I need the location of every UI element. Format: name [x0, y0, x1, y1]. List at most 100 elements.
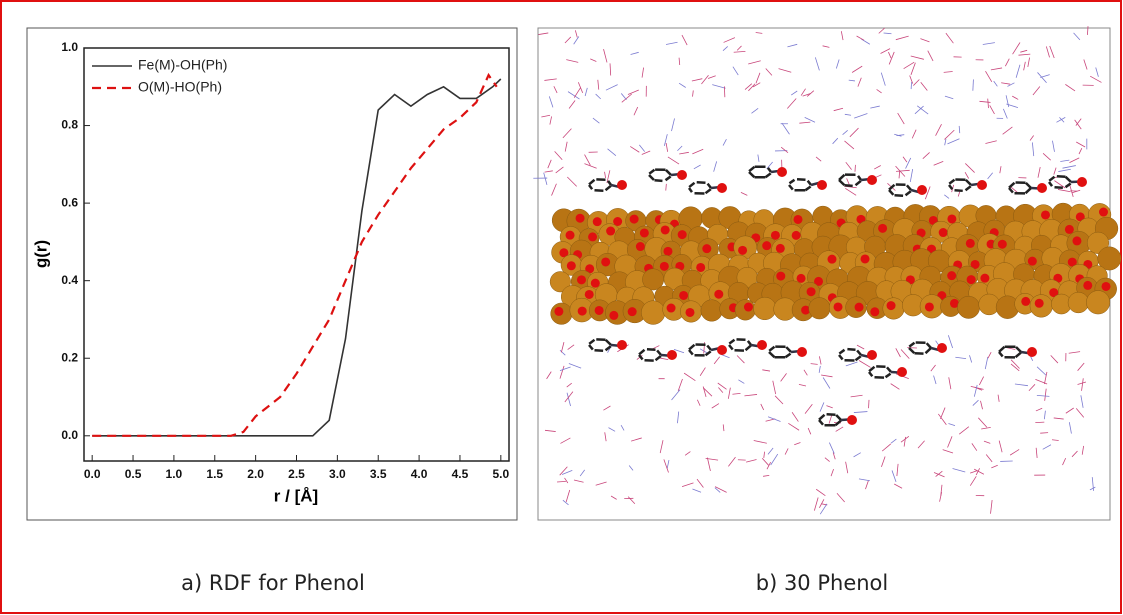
phenol-bond	[696, 181, 706, 185]
x-tick-label: 3.0	[329, 467, 346, 481]
water	[900, 349, 910, 359]
water	[1075, 118, 1082, 126]
water	[952, 468, 966, 473]
iron-atom	[808, 297, 831, 320]
water	[975, 468, 980, 476]
water	[938, 413, 947, 425]
water	[1014, 383, 1029, 387]
oxygen-atom	[565, 230, 575, 240]
iron-atom	[641, 300, 666, 325]
water	[979, 376, 985, 386]
iron-atom	[1067, 291, 1089, 314]
x-tick-label: 2.0	[247, 467, 264, 481]
phenol-bond	[728, 338, 736, 345]
water	[659, 440, 664, 454]
water	[828, 442, 835, 454]
water	[917, 440, 925, 449]
water	[663, 459, 669, 473]
water	[787, 43, 798, 48]
water	[1077, 381, 1087, 385]
water	[554, 151, 563, 161]
phenol-bond	[588, 338, 596, 345]
phenol-bond	[648, 174, 655, 181]
water	[1007, 82, 1015, 87]
water	[1081, 445, 1085, 455]
water	[856, 344, 865, 350]
oxygen-atom	[878, 223, 888, 233]
water	[909, 75, 914, 84]
water	[978, 417, 988, 428]
oxygen-atom	[609, 310, 619, 320]
oxygen-atom	[594, 305, 604, 315]
phenol-bond	[838, 354, 844, 361]
phenol-bond	[587, 184, 594, 190]
phenol-bond	[925, 342, 932, 349]
water	[551, 183, 557, 196]
water	[603, 405, 611, 411]
water	[990, 499, 993, 514]
water	[1053, 417, 1064, 420]
water	[844, 140, 855, 150]
water	[836, 492, 845, 503]
water	[722, 424, 725, 432]
water	[738, 379, 745, 384]
water	[1054, 180, 1066, 189]
oxygen-atom	[588, 232, 598, 242]
water	[973, 468, 985, 475]
water	[1035, 421, 1045, 424]
oxygen-atom	[796, 273, 806, 283]
iron-atom	[549, 271, 571, 293]
water	[1043, 410, 1046, 420]
water	[705, 457, 719, 461]
x-tick-label: 1.5	[206, 467, 223, 481]
water	[835, 59, 840, 69]
phenol-bond	[796, 177, 806, 182]
water	[876, 89, 882, 94]
water	[902, 156, 908, 163]
water	[603, 49, 608, 63]
water	[794, 442, 801, 446]
water	[595, 93, 601, 100]
phenol-bond	[886, 366, 892, 373]
water	[948, 377, 952, 390]
line-series	[92, 78, 502, 437]
water	[940, 407, 946, 420]
phenol-bond	[766, 167, 773, 173]
water	[903, 436, 906, 447]
water	[822, 377, 831, 389]
water	[1028, 384, 1036, 392]
water	[630, 51, 639, 55]
phenol-bond	[1024, 182, 1032, 189]
y-tick-label: 0.6	[61, 195, 78, 209]
oxygen-atom	[590, 278, 600, 288]
phenol-oxygen	[667, 350, 677, 360]
phenol-bond	[826, 413, 836, 417]
water	[1091, 477, 1094, 491]
water	[678, 57, 681, 66]
water	[851, 65, 863, 73]
water	[788, 422, 800, 431]
water	[800, 88, 806, 96]
water	[973, 384, 978, 397]
water	[1037, 72, 1047, 84]
water	[767, 416, 781, 422]
water	[958, 426, 970, 435]
oxygen-atom	[938, 228, 948, 238]
phenol-oxygen	[757, 340, 767, 350]
water	[584, 154, 591, 166]
phenol-bond	[1024, 187, 1032, 195]
water	[1029, 135, 1034, 141]
water	[842, 130, 848, 135]
water	[544, 78, 557, 81]
water	[568, 363, 582, 369]
phenol-bond	[706, 344, 712, 351]
x-tick-label: 0.5	[125, 467, 142, 481]
water	[546, 371, 552, 380]
oxygen-atom	[584, 289, 594, 299]
phenol-bond	[604, 338, 612, 346]
phenol-bond	[1064, 182, 1072, 189]
water	[874, 165, 881, 170]
water	[559, 466, 568, 476]
water	[671, 389, 681, 401]
water	[1002, 126, 1013, 135]
